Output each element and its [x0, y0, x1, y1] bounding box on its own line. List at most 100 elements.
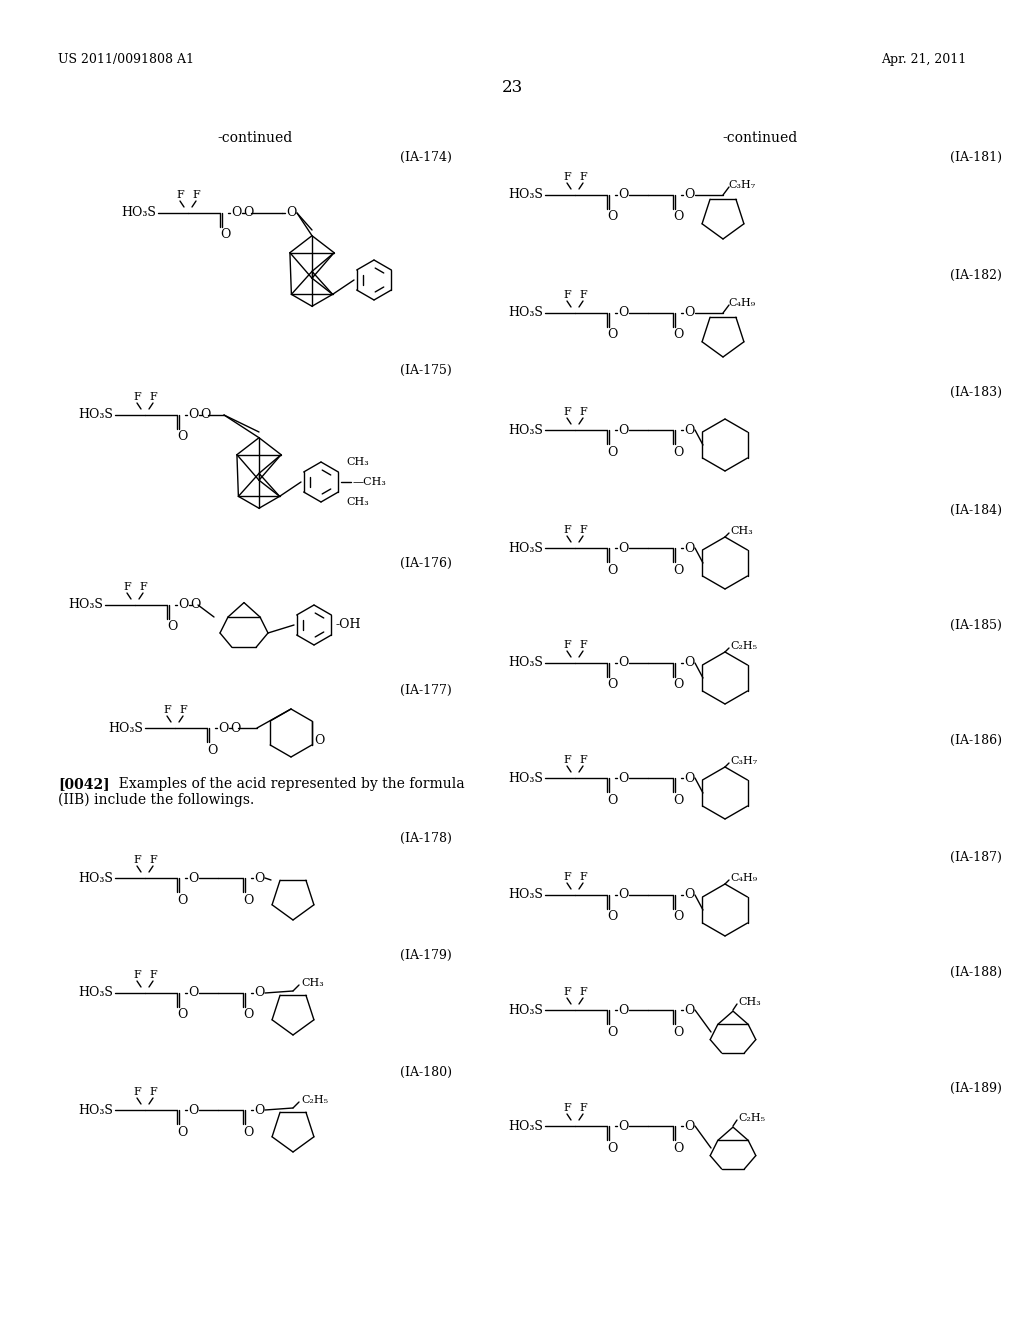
Text: F: F	[176, 190, 184, 201]
Text: HO₃S: HO₃S	[78, 1104, 113, 1117]
Text: HO₃S: HO₃S	[508, 541, 543, 554]
Text: O: O	[243, 1008, 253, 1022]
Text: F: F	[150, 1086, 157, 1097]
Text: O: O	[617, 306, 628, 319]
Text: F: F	[580, 755, 587, 766]
Text: F: F	[150, 392, 157, 403]
Text: O: O	[177, 894, 187, 907]
Text: HO₃S: HO₃S	[78, 871, 113, 884]
Text: O: O	[607, 210, 617, 223]
Text: CH₃: CH₃	[346, 457, 369, 467]
Text: (IA-174): (IA-174)	[400, 150, 452, 164]
Text: HO₃S: HO₃S	[508, 424, 543, 437]
Text: C₂H₅: C₂H₅	[301, 1096, 328, 1105]
Text: O: O	[286, 206, 296, 219]
Text: O: O	[684, 1119, 694, 1133]
Text: O: O	[617, 424, 628, 437]
Text: -OH: -OH	[336, 619, 361, 631]
Text: (IA-184): (IA-184)	[950, 503, 1002, 516]
Text: F: F	[563, 873, 570, 882]
Text: F: F	[580, 407, 587, 417]
Text: F: F	[563, 407, 570, 417]
Text: F: F	[580, 873, 587, 882]
Text: F: F	[580, 640, 587, 649]
Text: O: O	[207, 743, 217, 756]
Text: O: O	[673, 911, 683, 924]
Text: F: F	[563, 290, 570, 300]
Text: F: F	[133, 1086, 141, 1097]
Text: HO₃S: HO₃S	[109, 722, 143, 734]
Text: O: O	[177, 430, 187, 444]
Text: O: O	[673, 678, 683, 692]
Text: C₃H₇: C₃H₇	[728, 180, 756, 190]
Text: C₃H₇: C₃H₇	[730, 756, 758, 766]
Text: (IA-188): (IA-188)	[950, 965, 1002, 978]
Text: HO₃S: HO₃S	[508, 1119, 543, 1133]
Text: (IA-180): (IA-180)	[400, 1065, 452, 1078]
Text: O: O	[673, 564, 683, 577]
Text: HO₃S: HO₃S	[69, 598, 103, 611]
Text: O: O	[187, 986, 199, 999]
Text: (IA-176): (IA-176)	[400, 557, 452, 569]
Text: F: F	[150, 970, 157, 979]
Text: O: O	[178, 598, 188, 611]
Text: HO₃S: HO₃S	[508, 1003, 543, 1016]
Text: O: O	[684, 306, 694, 319]
Text: O: O	[617, 888, 628, 902]
Text: F: F	[563, 525, 570, 535]
Text: F: F	[123, 582, 131, 591]
Text: F: F	[580, 525, 587, 535]
Text: O: O	[617, 656, 628, 669]
Text: (IA-186): (IA-186)	[950, 734, 1002, 747]
Text: O: O	[617, 541, 628, 554]
Text: O: O	[684, 656, 694, 669]
Text: F: F	[563, 172, 570, 182]
Text: O: O	[684, 189, 694, 202]
Text: F: F	[163, 705, 171, 715]
Text: O: O	[187, 408, 199, 421]
Text: F: F	[580, 172, 587, 182]
Text: 23: 23	[502, 79, 522, 96]
Text: HO₃S: HO₃S	[78, 986, 113, 999]
Text: US 2011/0091808 A1: US 2011/0091808 A1	[58, 54, 194, 66]
Text: O: O	[254, 871, 264, 884]
Text: CH₃: CH₃	[738, 997, 761, 1007]
Text: O: O	[220, 228, 230, 242]
Text: O: O	[607, 446, 617, 458]
Text: F: F	[580, 1104, 587, 1113]
Text: HO₃S: HO₃S	[508, 656, 543, 669]
Text: CH₃: CH₃	[730, 525, 753, 536]
Text: O: O	[617, 189, 628, 202]
Text: C₄H₉: C₄H₉	[728, 298, 755, 308]
Text: HO₃S: HO₃S	[508, 771, 543, 784]
Text: O: O	[684, 888, 694, 902]
Text: O: O	[673, 210, 683, 223]
Text: O: O	[189, 598, 200, 611]
Text: O: O	[177, 1126, 187, 1138]
Text: F: F	[580, 290, 587, 300]
Text: HO₃S: HO₃S	[508, 306, 543, 319]
Text: HO₃S: HO₃S	[121, 206, 156, 219]
Text: O: O	[243, 206, 253, 219]
Text: (IA-185): (IA-185)	[950, 619, 1001, 631]
Text: O: O	[607, 329, 617, 342]
Text: O: O	[229, 722, 241, 734]
Text: O: O	[684, 424, 694, 437]
Text: O: O	[607, 1142, 617, 1155]
Text: O: O	[607, 678, 617, 692]
Text: (IA-179): (IA-179)	[400, 949, 452, 961]
Text: O: O	[673, 329, 683, 342]
Text: O: O	[617, 1119, 628, 1133]
Text: O: O	[254, 1104, 264, 1117]
Text: C₂H₅: C₂H₅	[730, 642, 757, 651]
Text: HO₃S: HO₃S	[508, 888, 543, 902]
Text: F: F	[133, 855, 141, 865]
Text: F: F	[139, 582, 146, 591]
Text: O: O	[607, 1026, 617, 1039]
Text: (IA-178): (IA-178)	[400, 832, 452, 845]
Text: (IA-182): (IA-182)	[950, 268, 1001, 281]
Text: -continued: -continued	[217, 131, 293, 145]
Text: O: O	[230, 206, 242, 219]
Text: O: O	[200, 408, 210, 421]
Text: O: O	[607, 564, 617, 577]
